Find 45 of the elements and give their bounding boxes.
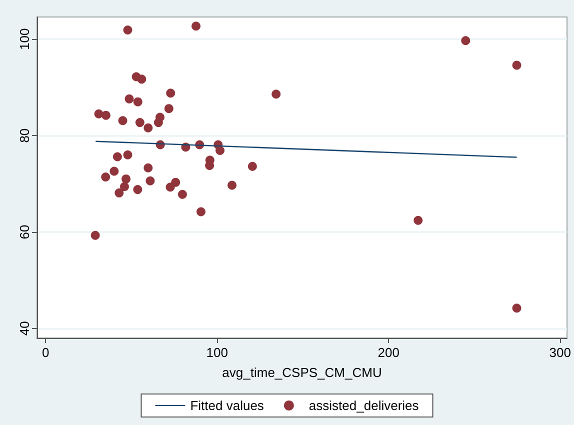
- point: [154, 118, 163, 128]
- point: [414, 216, 423, 225]
- point: [166, 182, 175, 192]
- point: [133, 185, 142, 194]
- point: [178, 190, 187, 199]
- point: [192, 22, 201, 31]
- point: [166, 88, 176, 98]
- x-tick-label: 300: [549, 345, 572, 360]
- point: [124, 94, 134, 104]
- y-tick-label: 100: [17, 28, 32, 50]
- point: [144, 163, 153, 172]
- point: [228, 180, 237, 190]
- point: [90, 230, 100, 240]
- x-axis-title: avg_time_CSPS_CM_CMU: [222, 365, 382, 380]
- point: [164, 104, 174, 114]
- point: [133, 97, 142, 106]
- point: [512, 60, 522, 70]
- point: [101, 172, 110, 182]
- x-tick-label: 0: [42, 345, 50, 360]
- point: [101, 110, 110, 120]
- y-tick-label: 40: [17, 321, 32, 336]
- point: [137, 74, 146, 84]
- point: [120, 182, 129, 192]
- point: [118, 116, 128, 126]
- point: [512, 304, 522, 313]
- point: [110, 166, 119, 176]
- x-tick-label: 100: [206, 345, 228, 360]
- point: [123, 150, 132, 160]
- y-tick-label: 60: [17, 224, 32, 240]
- point: [216, 146, 225, 156]
- point: [196, 207, 206, 216]
- point: [123, 26, 132, 35]
- legend-label: assisted_deliveries: [308, 398, 420, 413]
- point: [461, 36, 470, 46]
- point: [146, 176, 155, 186]
- point: [122, 174, 131, 184]
- point: [112, 152, 122, 162]
- point: [248, 162, 257, 171]
- y-tick-label: 80: [17, 128, 32, 143]
- point: [272, 90, 281, 99]
- point: [144, 123, 153, 132]
- x-tick-label: 200: [378, 345, 400, 360]
- legend-label: Fitted values: [190, 398, 264, 413]
- point: [114, 188, 124, 198]
- point: [135, 118, 144, 128]
